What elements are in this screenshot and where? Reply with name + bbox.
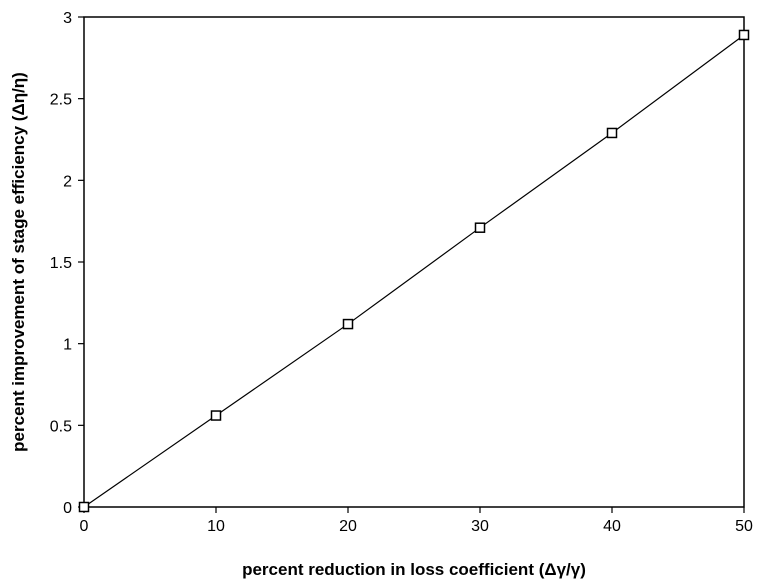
y-tick-label: 3: [63, 10, 72, 27]
x-axis-title: percent reduction in loss coefficient (Δ…: [242, 560, 586, 579]
series-group: [78, 29, 750, 513]
y-tick-label: 0.5: [50, 418, 72, 435]
x-tick-label: 0: [80, 518, 89, 535]
x-tick-label: 30: [471, 518, 489, 535]
y-tick-label: 2: [63, 173, 72, 190]
y-tick-label: 1: [63, 337, 72, 354]
y-tick-label: 1.5: [50, 255, 72, 272]
y-tick-label: 2.5: [50, 92, 72, 109]
x-tick-label: 40: [603, 518, 621, 535]
x-axis-ticks: 0 10 20 30 40 50: [80, 507, 753, 535]
data-point: [78, 501, 90, 513]
series-line: [83, 34, 745, 508]
data-point: [474, 222, 486, 233]
data-point: [738, 29, 750, 41]
data-point: [606, 127, 618, 139]
data-point: [342, 318, 354, 330]
x-tick-label: 10: [207, 518, 225, 535]
y-axis-title: percent improvement of stage efficiency …: [9, 72, 28, 452]
x-tick-label: 20: [339, 518, 357, 535]
x-tick-label: 50: [735, 518, 753, 535]
data-point: [210, 410, 222, 421]
plot-area: [83, 16, 745, 508]
y-tick-label: 0: [63, 500, 72, 517]
y-axis-ticks: 0 0.5 1 1.5 2 2.5 3: [50, 10, 84, 517]
